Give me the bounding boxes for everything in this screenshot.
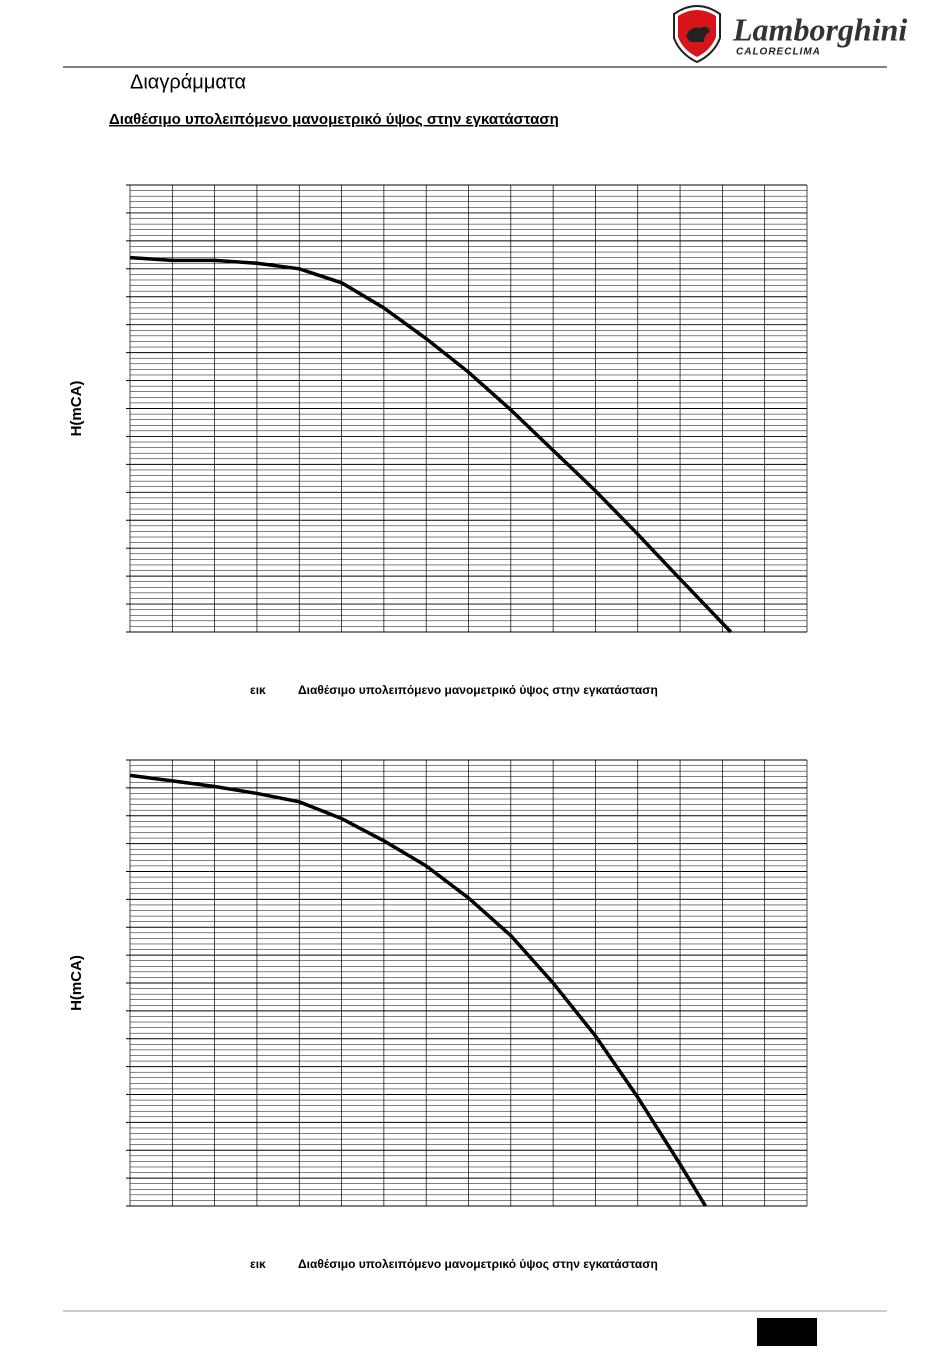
logo: Lamborghini CALORECLIMA	[673, 5, 907, 64]
figure-label: εικ	[250, 1257, 266, 1271]
page-title: Διαγράμματα	[130, 71, 246, 93]
figure-label: εικ	[250, 683, 266, 697]
page-subtitle: Διαθέσιμο υπολειπόμενο μανομετρικό ύψος …	[109, 111, 559, 128]
page-number-box	[757, 1318, 817, 1346]
figure-caption: Διαθέσιμο υπολειπόμενο μανομετρικό ύψος …	[298, 683, 658, 697]
figure-caption: Διαθέσιμο υπολειπόμενο μανομετρικό ύψος …	[298, 1257, 658, 1271]
brand-subname: CALORECLIMA	[736, 47, 821, 58]
y-axis-label: H(mCA)	[68, 955, 85, 1011]
logo-bull	[686, 26, 710, 42]
curve	[129, 255, 733, 634]
y-axis-label: H(mCA)	[68, 381, 85, 437]
curve	[129, 773, 707, 1207]
brand-name: Lamborghini	[732, 11, 907, 47]
